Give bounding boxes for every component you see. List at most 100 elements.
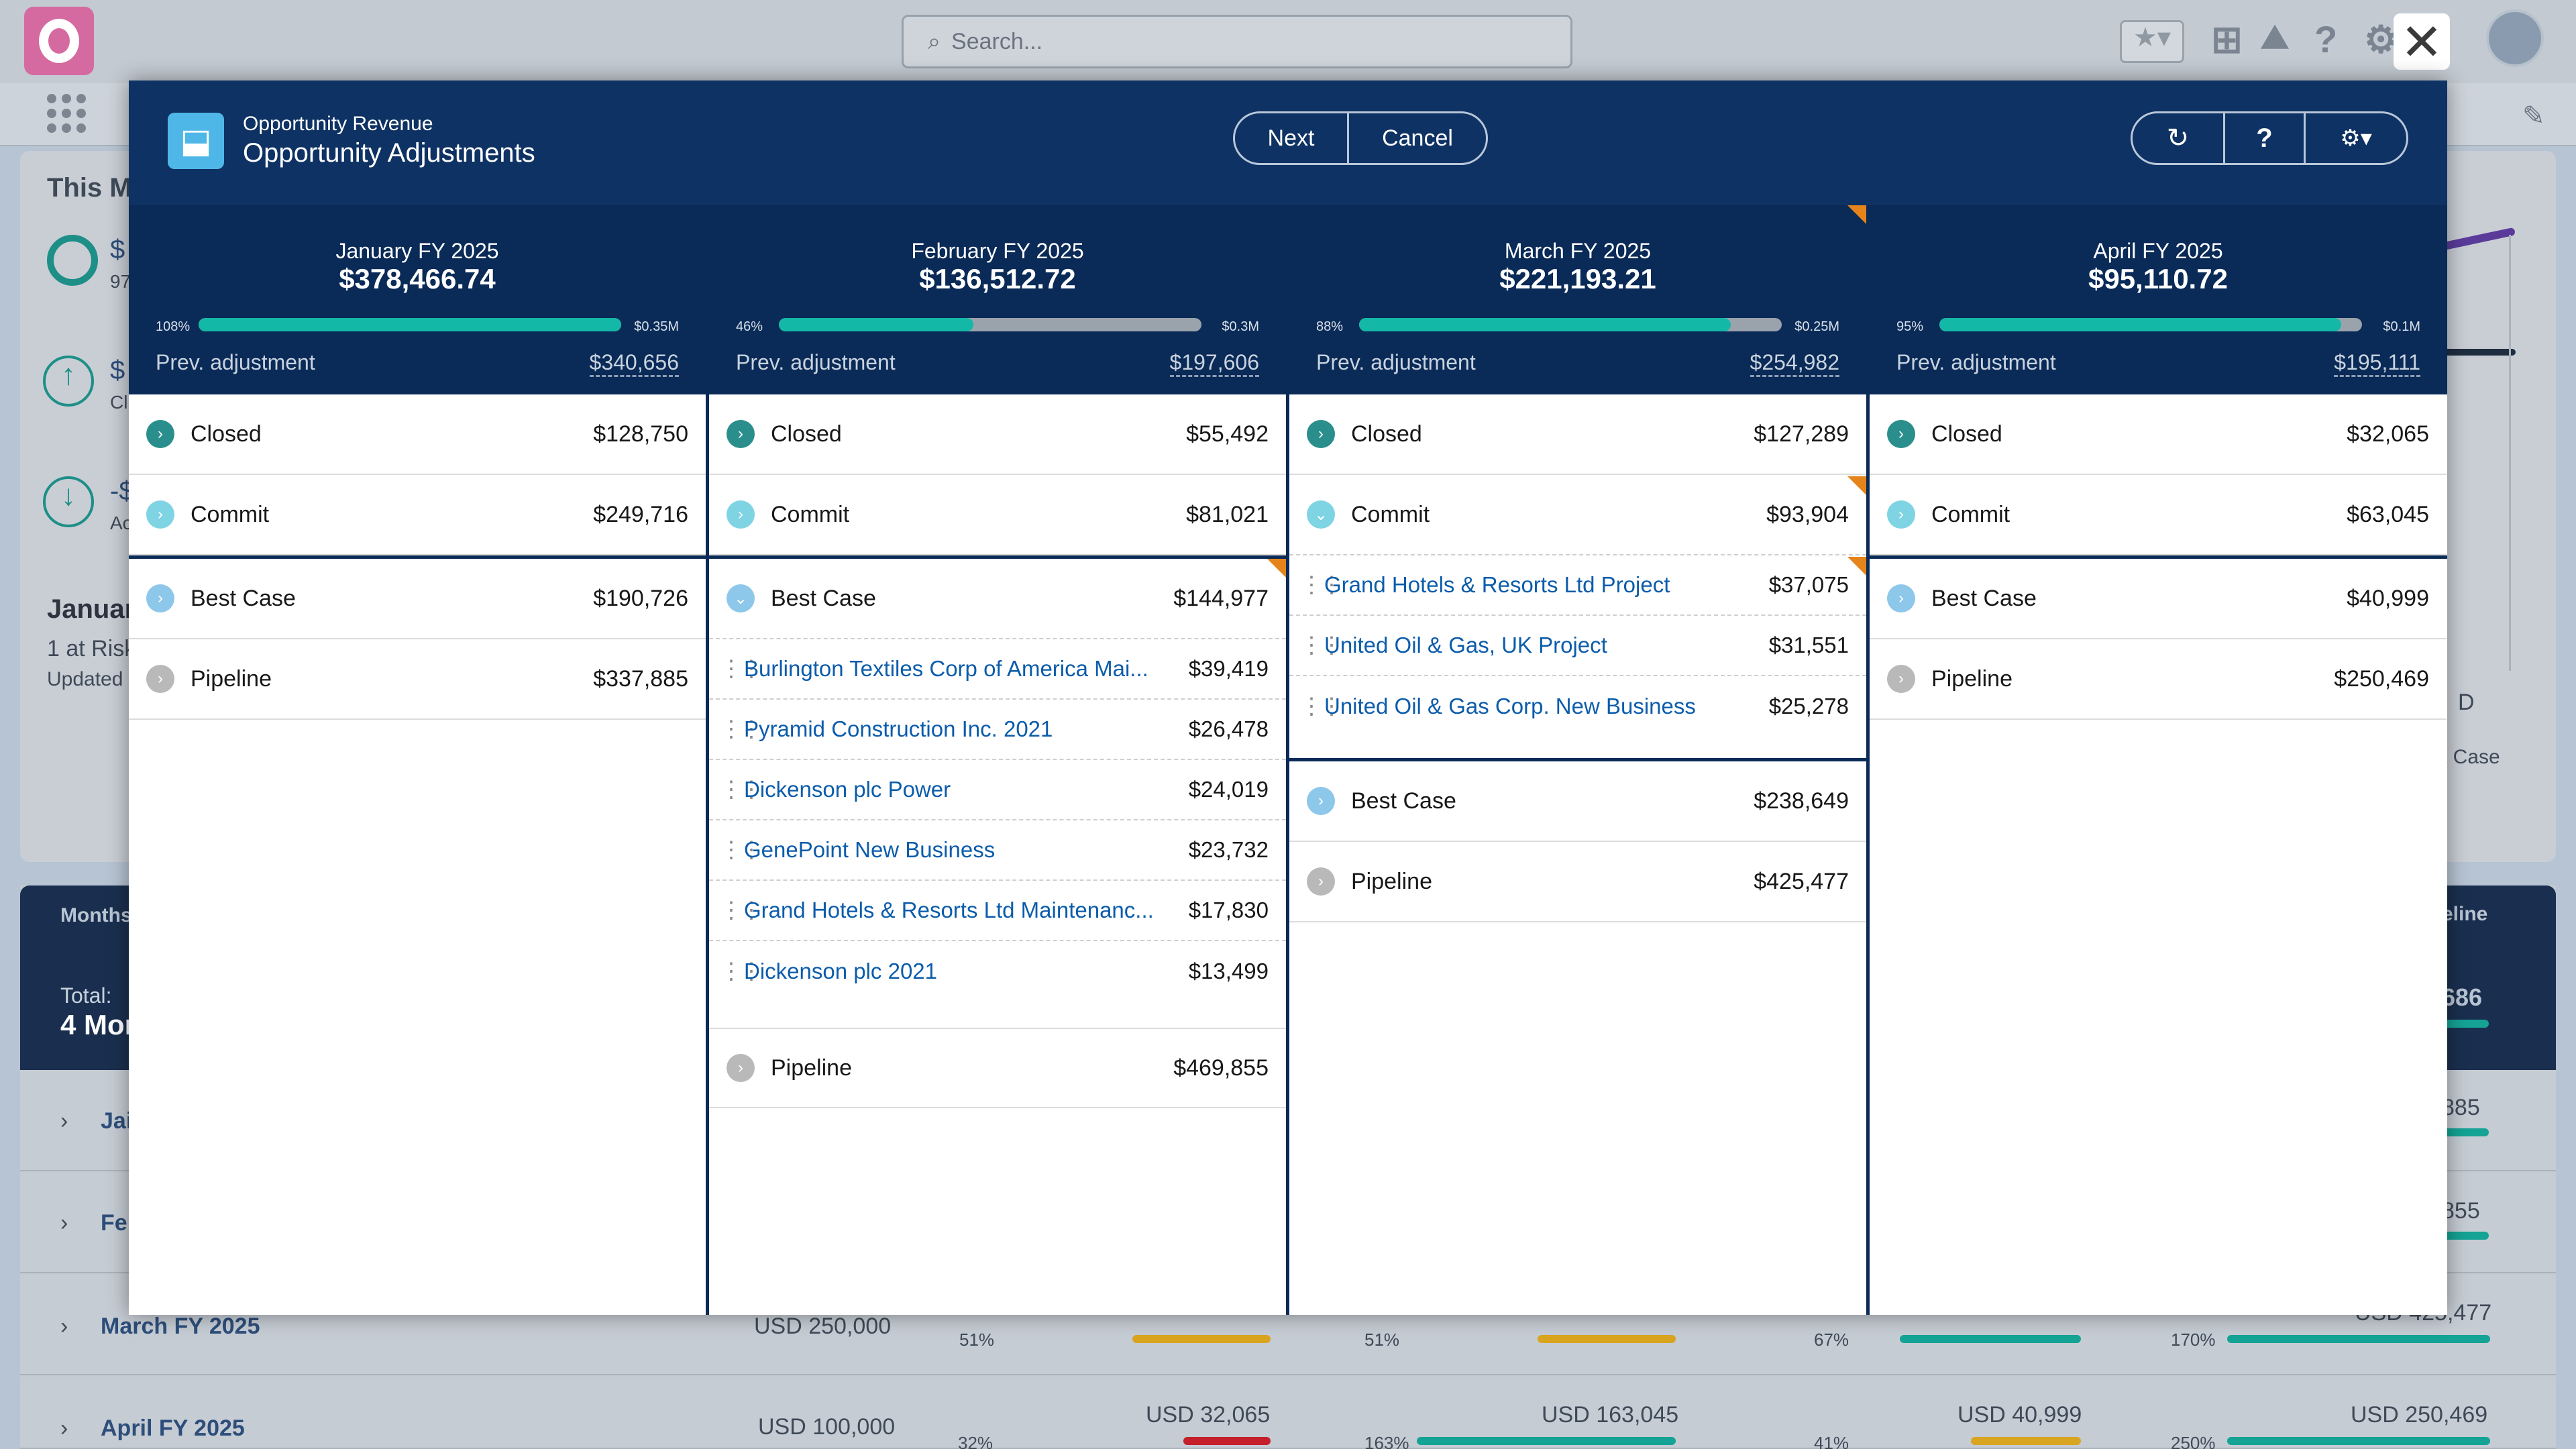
opportunity-link[interactable]: GenePoint New Business xyxy=(744,837,996,862)
drag-handle-icon[interactable]: ⋮⋮ xyxy=(720,837,763,863)
help-icon[interactable]: ? xyxy=(2314,18,2338,60)
opportunity-row[interactable]: ⋮⋮ Dickenson plc Power $24,019 xyxy=(709,760,1286,820)
chevron-right-icon[interactable]: › xyxy=(727,420,755,448)
drag-handle-icon[interactable]: ⋮⋮ xyxy=(720,716,763,742)
setup-gear-icon[interactable]: ⚙ xyxy=(2364,18,2398,60)
opportunity-row[interactable]: ⋮⋮ United Oil & Gas, UK Project $31,551 xyxy=(1289,616,1866,676)
chevron-right-icon[interactable]: › xyxy=(60,1108,68,1134)
drag-handle-icon[interactable]: ⋮⋮ xyxy=(1300,694,1343,719)
progress-fill xyxy=(199,318,621,331)
drag-handle-icon[interactable]: ⋮⋮ xyxy=(1300,633,1343,658)
chevron-right-icon[interactable]: › xyxy=(1307,867,1335,896)
progress-percent: 46% xyxy=(736,319,763,334)
chevron-right-icon[interactable]: › xyxy=(60,1415,68,1441)
chevron-right-icon[interactable]: › xyxy=(146,584,174,612)
prev-adjustment-value[interactable]: $195,111 xyxy=(2334,350,2420,377)
opportunity-link[interactable]: Burlington Textiles Corp of America Mai.… xyxy=(744,656,1148,681)
column-month: March FY 2025 xyxy=(1504,239,1652,263)
chevron-right-icon[interactable]: › xyxy=(146,665,174,693)
app-logo[interactable] xyxy=(24,7,94,75)
add-icon[interactable]: ⊞ xyxy=(2211,18,2243,60)
opportunity-link[interactable]: Grand Hotels & Resorts Ltd Project xyxy=(1324,572,1670,597)
category-row-closed[interactable]: › Closed $128,750 xyxy=(129,394,706,475)
category-row-best-case[interactable]: › Best Case $40,999 xyxy=(1870,559,2447,639)
category-row-commit[interactable]: › Commit $81,021 xyxy=(709,475,1286,555)
opportunity-row[interactable]: ⋮⋮ Burlington Textiles Corp of America Ma… xyxy=(709,639,1286,700)
category-row-pipeline[interactable]: › Pipeline $425,477 xyxy=(1289,842,1866,922)
prev-adjustment-value[interactable]: $197,606 xyxy=(1169,350,1259,377)
help-button[interactable]: ? xyxy=(2225,113,2306,163)
chevron-right-icon[interactable]: › xyxy=(60,1210,68,1236)
app-launcher-icon[interactable] xyxy=(47,94,86,133)
trailhead-icon[interactable]: ⛰ xyxy=(2261,18,2289,56)
progress-fill xyxy=(1939,318,2341,331)
category-row-commit[interactable]: › Commit $249,716 xyxy=(129,475,706,555)
opportunity-link[interactable]: United Oil & Gas Corp. New Business xyxy=(1324,694,1696,718)
chevron-right-icon[interactable]: › xyxy=(1887,420,1915,448)
bg-row-label[interactable]: April FY 2025 xyxy=(101,1415,245,1441)
category-row-best-case[interactable]: › Best Case $238,649 xyxy=(1289,761,1866,842)
category-row-commit[interactable]: › Commit $63,045 xyxy=(1870,475,2447,555)
chevron-right-icon[interactable]: › xyxy=(146,500,174,529)
avatar[interactable] xyxy=(2486,9,2544,67)
category-row-best-case[interactable]: ⌄ Best Case $144,977 xyxy=(709,559,1286,639)
category-row-pipeline[interactable]: › Pipeline $337,885 xyxy=(129,639,706,720)
refresh-icon[interactable]: ↻ xyxy=(2133,113,2225,163)
category-row-commit[interactable]: ⌄ Commit $93,904 xyxy=(1289,475,1866,555)
chevron-right-icon[interactable]: › xyxy=(1887,665,1915,693)
chevron-right-icon[interactable]: › xyxy=(146,420,174,448)
category-row-pipeline[interactable]: › Pipeline $250,469 xyxy=(1870,639,2447,720)
category-row-closed[interactable]: › Closed $127,289 xyxy=(1289,394,1866,475)
opportunity-row[interactable]: ⋮⋮ Dickenson plc 2021 $13,499 xyxy=(709,941,1286,1002)
drag-handle-icon[interactable]: ⋮⋮ xyxy=(720,777,763,802)
opportunity-row[interactable]: ⋮⋮ United Oil & Gas Corp. New Business $25… xyxy=(1289,676,1866,737)
opportunity-link[interactable]: Grand Hotels & Resorts Ltd Maintenanc... xyxy=(744,898,1154,922)
modal-subtitle: Opportunity Revenue xyxy=(243,113,433,135)
opportunity-row[interactable]: ⋮⋮ Grand Hotels & Resorts Ltd Maintenanc.… xyxy=(709,881,1286,941)
chevron-right-icon[interactable]: › xyxy=(60,1313,68,1339)
opportunity-link[interactable]: United Oil & Gas, UK Project xyxy=(1324,633,1607,657)
cancel-button[interactable]: Cancel xyxy=(1382,125,1453,151)
chevron-right-icon[interactable]: › xyxy=(1887,584,1915,612)
drag-handle-icon[interactable]: ⋮⋮ xyxy=(1300,572,1343,598)
opportunity-link[interactable]: Dickenson plc Power xyxy=(744,777,951,802)
drag-handle-icon[interactable]: ⋮⋮ xyxy=(720,898,763,923)
category-row-pipeline[interactable]: › Pipeline $469,855 xyxy=(709,1028,1286,1108)
table-row[interactable] xyxy=(20,1377,2556,1449)
settings-gear-icon[interactable]: ⚙▾ xyxy=(2340,125,2372,151)
prev-adjustment-value[interactable]: $340,656 xyxy=(589,350,679,377)
chevron-right-icon[interactable]: › xyxy=(727,500,755,529)
favorites-icon[interactable]: ★▾ xyxy=(2120,20,2184,63)
bg-row-pct: 170% xyxy=(2171,1330,2216,1350)
category-row-best-case[interactable]: › Best Case $190,726 xyxy=(129,559,706,639)
next-button[interactable]: Next xyxy=(1235,113,1349,163)
close-icon[interactable]: ✕ xyxy=(2394,13,2450,71)
prev-adjustment-value[interactable]: $254,982 xyxy=(1750,350,1839,377)
category-row-closed[interactable]: › Closed $55,492 xyxy=(709,394,1286,475)
bg-row-pct: 51% xyxy=(959,1330,995,1350)
bg-this-month: This M xyxy=(47,173,132,203)
opportunity-row[interactable]: ⋮⋮ GenePoint New Business $23,732 xyxy=(709,820,1286,881)
chevron-right-icon[interactable]: › xyxy=(1307,420,1335,448)
bg-row-label[interactable]: Fel xyxy=(101,1210,134,1236)
opportunity-row[interactable]: ⋮⋮ Grand Hotels & Resorts Ltd Project $37,… xyxy=(1289,555,1866,616)
opportunity-link[interactable]: Dickenson plc 2021 xyxy=(744,959,938,983)
chevron-down-icon[interactable]: ⌄ xyxy=(1307,500,1335,529)
progress-bar xyxy=(1939,318,2362,331)
opportunity-value: $23,732 xyxy=(1188,837,1269,862)
search-input[interactable]: ⌕ Search... xyxy=(902,15,1572,68)
chevron-right-icon[interactable]: › xyxy=(1887,500,1915,529)
opportunity-link[interactable]: Pyramid Construction Inc. 2021 xyxy=(744,716,1053,741)
progress-max: $0.25M xyxy=(1794,319,1839,334)
drag-handle-icon[interactable]: ⋮⋮ xyxy=(720,656,763,682)
opportunity-row[interactable]: ⋮⋮ Pyramid Construction Inc. 2021 $26,478 xyxy=(709,700,1286,760)
chevron-right-icon[interactable]: › xyxy=(727,1054,755,1082)
bg-row-label[interactable]: Jai xyxy=(101,1108,133,1134)
drag-handle-icon[interactable]: ⋮⋮ xyxy=(720,959,763,984)
bg-row-label[interactable]: March FY 2025 xyxy=(101,1313,260,1339)
chevron-down-icon[interactable]: ⌄ xyxy=(727,584,755,612)
category-label: Commit xyxy=(1351,501,1430,527)
category-row-closed[interactable]: › Closed $32,065 xyxy=(1870,394,2447,475)
edit-icon[interactable]: ✎ xyxy=(2522,101,2545,131)
chevron-right-icon[interactable]: › xyxy=(1307,787,1335,815)
